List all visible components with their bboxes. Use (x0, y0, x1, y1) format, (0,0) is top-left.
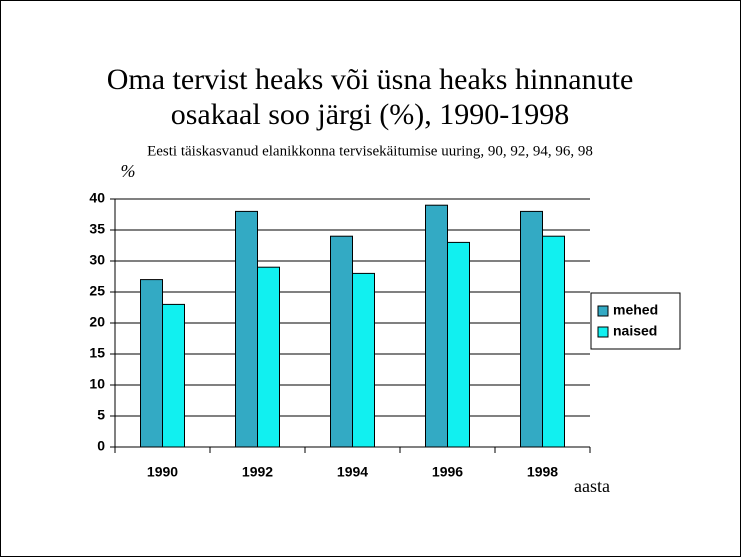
bar (257, 266, 280, 448)
bar (330, 235, 353, 448)
x-tick-label: 1998 (527, 464, 558, 480)
x-tick-label: 1992 (242, 464, 273, 480)
y-tick-label: 40 (89, 190, 105, 206)
legend-label: naised (613, 323, 657, 339)
y-tick-label: 10 (89, 376, 105, 392)
bar (447, 241, 470, 448)
legend-swatch (597, 305, 609, 317)
chart-subtitle: Eesti täiskasvanud elanikkonna tervisekä… (147, 143, 593, 159)
x-tick-label: 1994 (337, 464, 368, 480)
x-tick-label: 1996 (432, 464, 463, 480)
bar (542, 235, 565, 448)
bar (235, 210, 258, 448)
x-tick-label: 1990 (147, 464, 178, 480)
y-tick-label: 0 (97, 438, 105, 454)
y-tick-label: 35 (89, 221, 105, 237)
bar (140, 279, 163, 448)
y-tick-label: 20 (89, 314, 105, 330)
y-tick-label: 15 (89, 345, 105, 361)
y-tick-label: 5 (97, 407, 105, 423)
bar (352, 272, 375, 448)
y-tick-label: 30 (89, 252, 105, 268)
legend-label: mehed (613, 302, 658, 318)
y-tick-label: 25 (89, 283, 105, 299)
bar (520, 210, 543, 448)
bar (425, 204, 448, 448)
legend-box (590, 292, 681, 350)
x-axis-label: aasta (574, 476, 610, 496)
legend-swatch (597, 326, 609, 338)
chart-title: Oma tervist heaks või üsna heaks hinnanu… (106, 63, 634, 131)
y-axis-label: % (121, 161, 136, 181)
bar (162, 303, 185, 448)
